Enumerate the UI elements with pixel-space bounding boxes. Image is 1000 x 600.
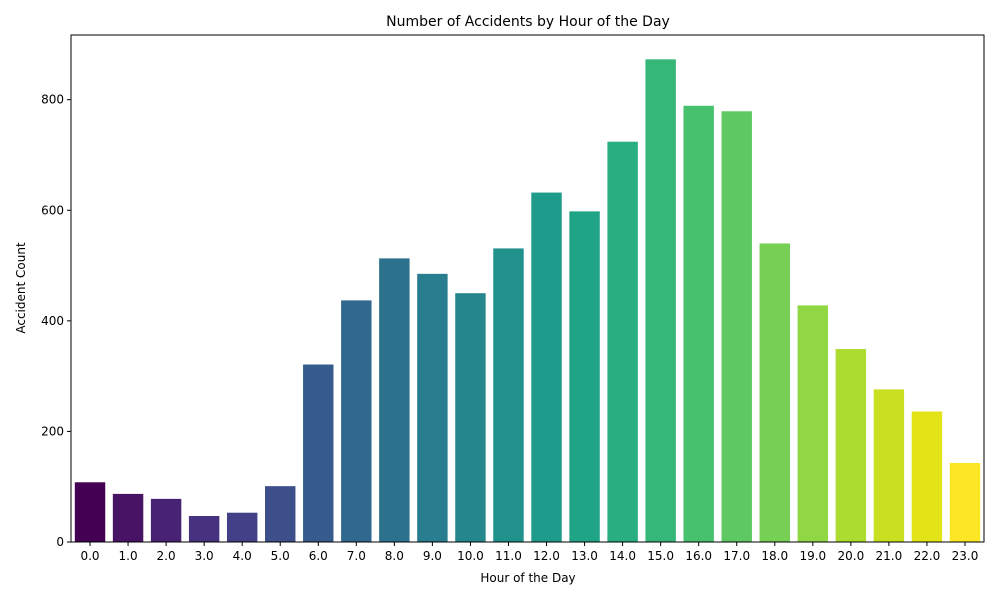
- x-tick-label: 16.0: [685, 549, 712, 563]
- x-tick-label: 22.0: [914, 549, 941, 563]
- x-tick-label: 8.0: [385, 549, 404, 563]
- x-tick-label: 7.0: [347, 549, 366, 563]
- y-tick-label: 0: [56, 535, 64, 549]
- bar-hour-20.0: [835, 349, 867, 542]
- x-tick-label: 0.0: [80, 549, 99, 563]
- x-axis: 0.0 1.0 2.0 3.0 4.0 5.0 6.0 7.0 8.0 9.0 10.0 11.0 12…: [80, 542, 978, 563]
- y-tick-label: 800: [41, 93, 64, 107]
- bar-hour-8.0: [379, 258, 410, 542]
- x-tick-label: 21.0: [876, 549, 903, 563]
- bar-hour-15.0: [645, 59, 676, 543]
- y-tick-label: 600: [41, 203, 64, 217]
- x-tick-label: 4.0: [233, 549, 252, 563]
- x-tick-label: 20.0: [837, 549, 864, 563]
- bar-hour-11.0: [493, 248, 524, 543]
- x-tick-label: 19.0: [799, 549, 826, 563]
- bar-hour-10.0: [455, 293, 486, 542]
- bar-hour-14.0: [607, 141, 638, 542]
- x-tick-label: 6.0: [309, 549, 328, 563]
- x-tick-label: 10.0: [457, 549, 484, 563]
- y-tick-label: 200: [41, 424, 64, 438]
- x-tick-label: 14.0: [609, 549, 636, 563]
- x-tick-label: 18.0: [761, 549, 788, 563]
- bar-hour-18.0: [759, 243, 790, 542]
- bar-hour-1.0: [112, 493, 144, 542]
- x-tick-label: 12.0: [533, 549, 560, 563]
- bar-hour-3.0: [188, 516, 220, 542]
- bar-hour-21.0: [873, 389, 905, 542]
- bar-hour-2.0: [150, 498, 182, 542]
- x-tick-label: 9.0: [423, 549, 442, 563]
- x-tick-label: 15.0: [647, 549, 674, 563]
- bars-group: [74, 59, 981, 543]
- x-axis-label: Hour of the Day: [480, 571, 575, 585]
- bar-hour-16.0: [683, 105, 714, 543]
- bar-hour-12.0: [531, 192, 562, 542]
- bar-hour-5.0: [265, 486, 296, 542]
- x-tick-label: 11.0: [495, 549, 522, 563]
- bar-hour-22.0: [911, 411, 943, 542]
- chart-title: Number of Accidents by Hour of the Day: [386, 14, 670, 30]
- bar-hour-0.0: [74, 482, 106, 542]
- plot-frame: [70, 34, 985, 543]
- x-tick-label: 2.0: [157, 549, 176, 563]
- x-tick-label: 17.0: [723, 549, 750, 563]
- bar-hour-23.0: [949, 462, 981, 542]
- bar-hour-7.0: [341, 300, 372, 542]
- y-axis: 0 200 400 600 800: [41, 93, 71, 549]
- y-axis-label: Accident Count: [14, 242, 28, 334]
- bar-hour-6.0: [303, 364, 334, 542]
- bar-hour-13.0: [569, 211, 600, 542]
- bar-hour-17.0: [721, 111, 752, 542]
- y-tick-label: 400: [41, 314, 64, 328]
- x-tick-label: 13.0: [571, 549, 598, 563]
- x-tick-label: 5.0: [271, 549, 290, 563]
- x-tick-label: 3.0: [195, 549, 214, 563]
- x-tick-label: 1.0: [119, 549, 138, 563]
- bar-hour-4.0: [226, 512, 258, 542]
- x-tick-label: 23.0: [952, 549, 979, 563]
- bar-hour-9.0: [417, 273, 448, 542]
- bar-hour-19.0: [797, 305, 829, 542]
